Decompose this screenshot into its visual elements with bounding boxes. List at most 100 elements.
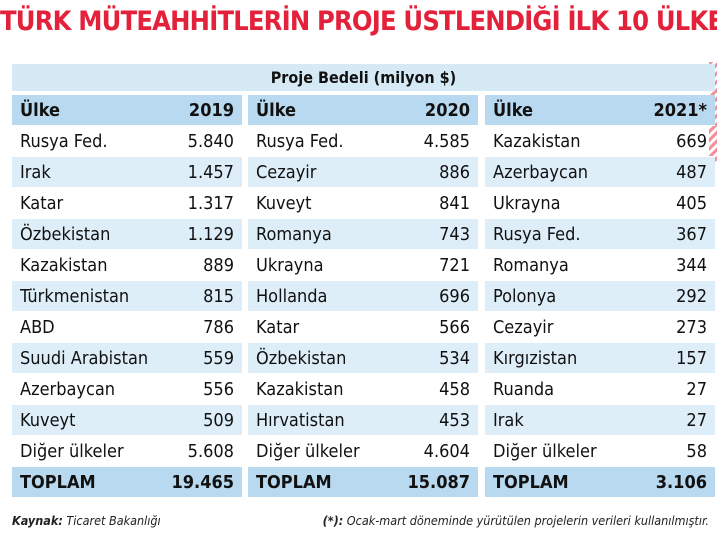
country-cell: Irak — [493, 409, 524, 431]
table-row: Kazakistan 889 — [12, 250, 242, 281]
value-cell: 2020 — [424, 99, 470, 121]
country-cell: Kazakistan — [256, 378, 344, 400]
country-cell: Hırvatistan — [256, 409, 345, 431]
country-cell: Azerbaycan — [20, 378, 116, 400]
value-cell: 367 — [676, 223, 707, 245]
footnote: (*): Ocak-mart döneminde yürütülen proje… — [323, 513, 709, 528]
value-cell: 27 — [686, 378, 707, 400]
table-row: Rusya Fed. 5.840 — [12, 126, 242, 157]
table-row: Kuveyt 509 — [12, 405, 242, 436]
source-label: Kaynak: — [12, 513, 63, 528]
country-cell: Kuveyt — [20, 409, 76, 431]
table-row: Rusya Fed. 4.585 — [248, 126, 478, 157]
country-cell: Diğer ülkeler — [20, 440, 124, 462]
value-cell: 696 — [439, 285, 470, 307]
table-row: Diğer ülkeler 5.608 — [12, 436, 242, 467]
value-cell: 2021* — [653, 99, 707, 121]
table-row: Hollanda 696 — [248, 281, 478, 312]
country-cell: Azerbaycan — [493, 161, 589, 183]
value-cell: 534 — [439, 347, 470, 369]
table-subtitle: Proje Bedeli (milyon $) — [12, 64, 715, 91]
country-cell: Cezayir — [493, 316, 554, 338]
table-row: Irak 1.457 — [12, 157, 242, 188]
country-cell: Kuveyt — [256, 192, 312, 214]
table-row: Türkmenistan 815 — [12, 281, 242, 312]
value-cell: 841 — [439, 192, 470, 214]
country-cell: TOPLAM — [493, 471, 569, 493]
country-cell: TOPLAM — [20, 471, 96, 493]
country-cell: Suudi Arabistan — [20, 347, 149, 369]
value-cell: 889 — [203, 254, 234, 276]
table-row: Kırgızistan 157 — [485, 343, 715, 374]
value-cell: 886 — [439, 161, 470, 183]
value-cell: 669 — [676, 130, 707, 152]
table-row: Azerbaycan 487 — [485, 157, 715, 188]
table-row: Özbekistan 1.129 — [12, 219, 242, 250]
country-cell: Özbekistan — [20, 223, 111, 245]
table-row: Azerbaycan 556 — [12, 374, 242, 405]
country-cell: Polonya — [493, 285, 557, 307]
table-row: Rusya Fed. 367 — [485, 219, 715, 250]
value-cell: 5.608 — [187, 440, 234, 462]
total-row: TOPLAM 15.087 — [248, 467, 478, 498]
country-cell: Cezayir — [256, 161, 317, 183]
value-cell: 19.465 — [171, 471, 235, 493]
value-cell: 487 — [676, 161, 707, 183]
country-cell: Rusya Fed. — [20, 130, 108, 152]
value-cell: 786 — [203, 316, 234, 338]
table-row: Ukrayna 405 — [485, 188, 715, 219]
table-row: Romanya 743 — [248, 219, 478, 250]
table-row: Diğer ülkeler 58 — [485, 436, 715, 467]
table-row: Irak 27 — [485, 405, 715, 436]
table-row: Kazakistan 669 — [485, 126, 715, 157]
table-row: Kazakistan 458 — [248, 374, 478, 405]
country-cell: Katar — [20, 192, 64, 214]
country-cell: Kazakistan — [20, 254, 108, 276]
country-cell: Ülke — [20, 99, 60, 121]
total-row: TOPLAM 19.465 — [12, 467, 242, 498]
value-cell: 15.087 — [407, 471, 471, 493]
table-row: Hırvatistan 453 — [248, 405, 478, 436]
country-cell: Diğer ülkeler — [256, 440, 360, 462]
country-cell: Ukrayna — [493, 192, 561, 214]
table-header-row: Ülke 2019 — [12, 95, 242, 126]
table-row: Ukrayna 721 — [248, 250, 478, 281]
value-cell: 721 — [439, 254, 470, 276]
table-row: ABD 786 — [12, 312, 242, 343]
value-cell: 344 — [676, 254, 707, 276]
country-cell: Ülke — [493, 99, 533, 121]
value-cell: 743 — [439, 223, 470, 245]
table-row: Cezayir 886 — [248, 157, 478, 188]
table-row: Özbekistan 534 — [248, 343, 478, 374]
column-2019: Ülke 2019 Rusya Fed. 5.840 Irak 1.457 Katar 1.3… — [12, 95, 242, 498]
country-cell: Ruanda — [493, 378, 555, 400]
table-row: Cezayir 273 — [485, 312, 715, 343]
value-cell: 2019 — [188, 99, 234, 121]
value-cell: 5.840 — [187, 130, 234, 152]
table-row: Diğer ülkeler 4.604 — [248, 436, 478, 467]
column-2020: Ülke 2020 Rusya Fed. 4.585 Cezayir 886 Kuveyt 8… — [248, 95, 478, 498]
source-text: Ticaret Bakanlığı — [66, 513, 161, 528]
value-cell: 509 — [203, 409, 234, 431]
country-cell: Hollanda — [256, 285, 328, 307]
page-title: TÜRK MÜTEAHHİTLERİN PROJE ÜSTLENDİĞİ İLK… — [0, 6, 717, 37]
country-cell: Özbekistan — [256, 347, 347, 369]
footnote-text: Ocak-mart döneminde yürütülen projelerin… — [346, 513, 709, 528]
country-cell: Ukrayna — [256, 254, 324, 276]
country-cell: Kırgızistan — [493, 347, 578, 369]
country-cell: Türkmenistan — [20, 285, 130, 307]
country-cell: Rusya Fed. — [493, 223, 581, 245]
country-cell: Kazakistan — [493, 130, 581, 152]
table-row: Katar 566 — [248, 312, 478, 343]
value-cell: 292 — [676, 285, 707, 307]
value-cell: 1.317 — [187, 192, 234, 214]
value-cell: 273 — [676, 316, 707, 338]
country-cell: Romanya — [256, 223, 332, 245]
country-cell: Diğer ülkeler — [493, 440, 597, 462]
value-cell: 453 — [439, 409, 470, 431]
table-row: Polonya 292 — [485, 281, 715, 312]
table-row: Kuveyt 841 — [248, 188, 478, 219]
value-cell: 815 — [203, 285, 234, 307]
country-cell: Irak — [20, 161, 51, 183]
value-cell: 4.604 — [423, 440, 470, 462]
